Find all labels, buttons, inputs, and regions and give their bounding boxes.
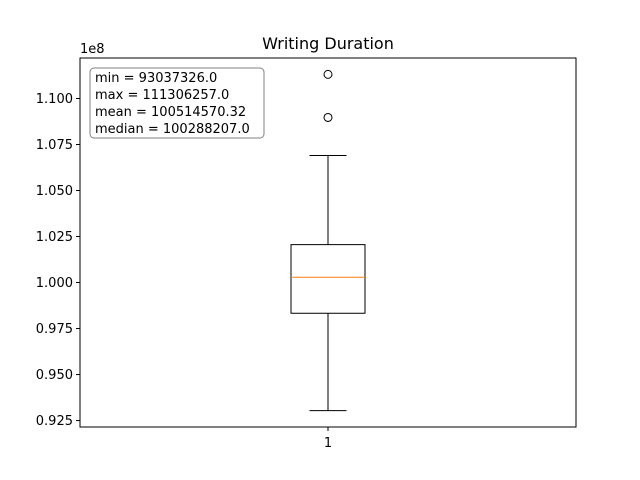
stats-median: median = 100288207.0 — [95, 122, 250, 137]
chart-title: Writing Duration — [262, 34, 394, 53]
y-tick-label: 0.925 — [36, 414, 73, 429]
y-tick-label: 0.975 — [36, 322, 73, 337]
stats-box: min = 93037326.0 max = 111306257.0 mean … — [89, 67, 265, 139]
stats-max: max = 111306257.0 — [95, 88, 229, 103]
x-tick-label: 1 — [324, 436, 332, 451]
y-tick-label: 1.000 — [36, 276, 73, 291]
y-scale-offset-label: 1e8 — [80, 42, 105, 57]
stats-box-frame — [89, 67, 265, 139]
y-tick-label: 1.100 — [36, 92, 73, 107]
iqr-box — [290, 244, 366, 314]
y-tick-label: 1.050 — [36, 184, 73, 199]
y-tick-label: 0.950 — [36, 368, 73, 383]
stats-min: min = 93037326.0 — [95, 71, 217, 86]
y-tick-label: 1.075 — [36, 138, 73, 153]
stats-mean: mean = 100514570.32 — [95, 105, 246, 120]
y-tick-label: 1.025 — [36, 230, 73, 245]
outlier-point — [323, 112, 333, 122]
outlier-point — [323, 69, 333, 79]
plot-frame — [79, 57, 577, 428]
